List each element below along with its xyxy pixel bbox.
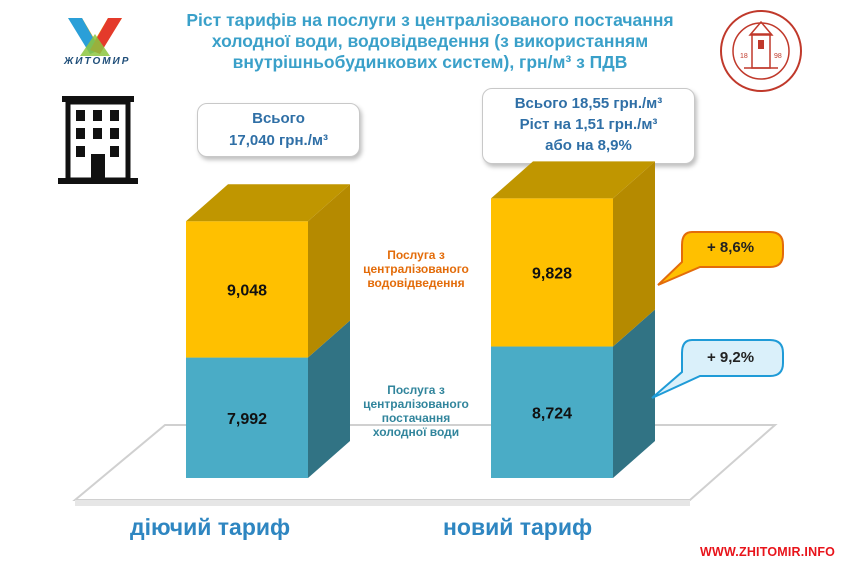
new-total-line-2: Ріст на 1,51 грн./м³ — [519, 116, 658, 133]
current-total-line-1: Всього — [252, 110, 305, 127]
watermark: WWW.ZHITOMIR.INFO — [700, 545, 836, 559]
current-total-callout: Всього 17,040 грн./м³ — [197, 103, 360, 157]
series-label-sewerage: Послуга з централізованого водовідведенн… — [346, 248, 486, 290]
title-line-3: внутрішньобудинкових систем), грн/м³ з П… — [232, 52, 628, 72]
vodokanal-logo: 18 98 — [720, 10, 802, 92]
category-label-current: діючий тариф — [130, 514, 291, 540]
bar-sewerage-1 — [491, 198, 613, 347]
bar-side-water-0 — [308, 320, 350, 478]
chart-title: Ріст тарифів на послуги з централізовано… — [150, 10, 710, 73]
logo-year-right: 98 — [774, 53, 782, 60]
series-sewerage-line-2: централізованого — [363, 262, 469, 276]
series-water-line-1: Послуга з — [387, 383, 445, 397]
bar-value-label-water-1: 8,724 — [532, 405, 572, 422]
bar-value-label-sewerage-1: 9,828 — [532, 265, 572, 282]
title-line-2: холодної води, водовідведення (з викорис… — [211, 31, 649, 51]
bar-value-label-sewerage-0: 9,048 — [227, 282, 267, 299]
growth-water-label: + 9,2% — [707, 349, 755, 366]
city-logo-caption: ЖИТОМИР — [64, 56, 131, 67]
growth-bubble-sewerage — [657, 231, 784, 286]
zhytomyr-city-logo — [68, 18, 122, 56]
series-sewerage-line-1: Послуга з — [387, 248, 445, 262]
category-label-new: новий тариф — [443, 514, 593, 540]
series-water-line-4: холодної води — [372, 425, 460, 439]
growth-sewerage-label: + 8,6% — [707, 239, 755, 256]
bar-side-sewerage-0 — [308, 184, 350, 358]
bar-side-sewerage-1 — [613, 161, 655, 347]
bar-value-label-water-0: 7,992 — [227, 411, 267, 428]
title-line-1: Ріст тарифів на послуги з централізовано… — [186, 10, 674, 30]
new-total-line-1: Всього 18,55 грн./м³ — [514, 95, 663, 112]
logo-year-left: 18 — [740, 53, 748, 60]
bar-top-0 — [186, 184, 350, 222]
series-water-line-2: централізованого — [363, 397, 469, 411]
growth-bubble-water — [651, 339, 784, 399]
bar-water-1 — [491, 346, 613, 478]
new-total-callout: Всього 18,55 грн./м³ Ріст на 1,51 грн./м… — [482, 88, 695, 164]
bar-water-0 — [186, 357, 308, 478]
new-total-line-3: або на 8,9% — [545, 137, 632, 154]
bar-top-1 — [491, 161, 655, 199]
bar-side-water-1 — [613, 309, 655, 478]
series-water-line-3: постачання — [381, 411, 451, 425]
bar-sewerage-0 — [186, 221, 308, 358]
series-label-water: Послуга з централізованого постачання хо… — [346, 383, 486, 439]
series-sewerage-line-3: водовідведення — [367, 276, 465, 290]
building-icon — [58, 96, 138, 184]
current-total-line-2: 17,040 грн./м³ — [229, 132, 328, 149]
